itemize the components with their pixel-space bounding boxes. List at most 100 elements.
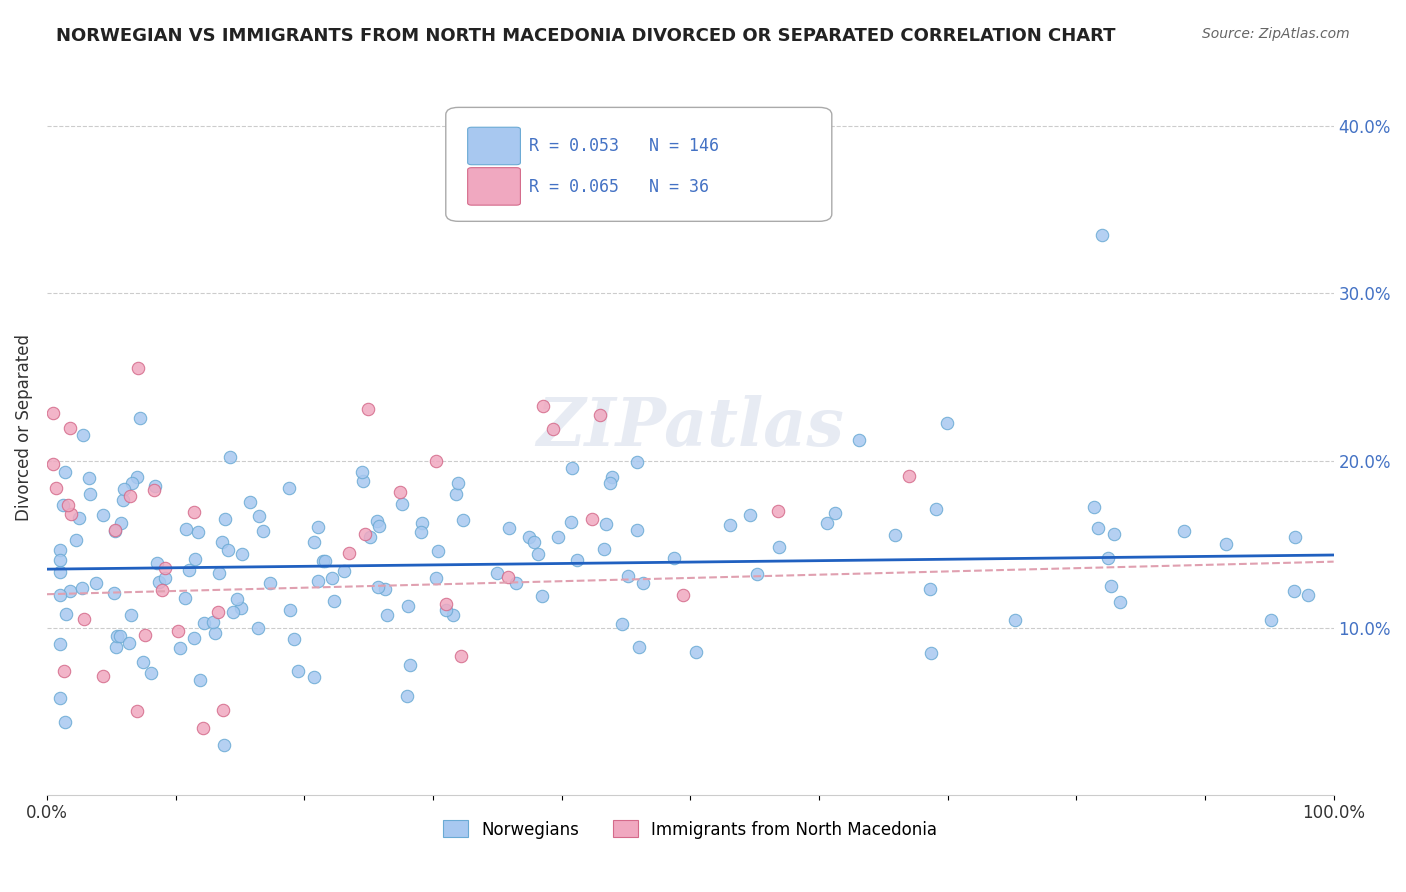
Text: R = 0.053   N = 146: R = 0.053 N = 146 bbox=[530, 137, 720, 155]
Norwegians bbox=[314, 554, 336, 568]
Immigrants from North Macedonia bbox=[183, 505, 205, 519]
Norwegians bbox=[187, 524, 209, 539]
Norwegians bbox=[49, 691, 72, 706]
Norwegians bbox=[231, 547, 253, 561]
Immigrants from North Macedonia bbox=[125, 704, 148, 718]
Norwegians bbox=[204, 625, 226, 640]
Norwegians bbox=[111, 492, 134, 507]
Norwegians bbox=[626, 455, 648, 469]
Immigrants from North Macedonia bbox=[353, 527, 375, 541]
Norwegians bbox=[221, 605, 243, 619]
Norwegians bbox=[307, 574, 329, 588]
Immigrants from North Macedonia bbox=[541, 422, 564, 436]
Norwegians bbox=[1284, 530, 1306, 544]
Norwegians bbox=[595, 516, 617, 531]
Norwegians bbox=[184, 551, 207, 566]
Norwegians bbox=[434, 603, 457, 617]
Norwegians bbox=[531, 589, 554, 603]
Norwegians bbox=[179, 563, 201, 577]
Immigrants from North Macedonia bbox=[589, 409, 612, 423]
Immigrants from North Macedonia bbox=[72, 612, 94, 626]
Immigrants from North Macedonia bbox=[91, 668, 114, 682]
Norwegians bbox=[67, 511, 90, 525]
Norwegians bbox=[617, 569, 640, 583]
Norwegians bbox=[561, 461, 583, 475]
Norwegians bbox=[527, 547, 550, 561]
Text: ZIPatlas: ZIPatlas bbox=[536, 394, 844, 459]
Immigrants from North Macedonia bbox=[45, 481, 67, 495]
Norwegians bbox=[121, 476, 143, 491]
Immigrants from North Macedonia bbox=[56, 498, 79, 512]
Norwegians bbox=[49, 552, 72, 566]
Immigrants from North Macedonia bbox=[104, 523, 127, 537]
Norwegians bbox=[302, 535, 325, 549]
Norwegians bbox=[214, 512, 236, 526]
Norwegians bbox=[505, 576, 527, 591]
Norwegians bbox=[593, 542, 616, 557]
Norwegians bbox=[49, 588, 72, 602]
Norwegians bbox=[49, 543, 72, 558]
Norwegians bbox=[193, 616, 215, 631]
Norwegians bbox=[208, 566, 231, 581]
Norwegians bbox=[112, 482, 135, 496]
Norwegians bbox=[918, 582, 941, 596]
Immigrants from North Macedonia bbox=[434, 597, 457, 611]
Norwegians bbox=[377, 607, 399, 622]
Norwegians bbox=[217, 542, 239, 557]
Norwegians bbox=[768, 541, 790, 555]
Norwegians bbox=[127, 470, 149, 484]
Norwegians bbox=[277, 481, 299, 495]
Immigrants from North Macedonia bbox=[134, 628, 156, 642]
Immigrants from North Macedonia bbox=[389, 485, 412, 500]
Norwegians bbox=[53, 714, 76, 729]
Norwegians bbox=[352, 474, 374, 488]
Norwegians bbox=[129, 411, 152, 425]
Norwegians bbox=[79, 487, 101, 501]
Norwegians bbox=[239, 494, 262, 508]
Norwegians bbox=[333, 565, 356, 579]
FancyBboxPatch shape bbox=[468, 168, 520, 205]
Norwegians bbox=[153, 571, 176, 585]
Norwegians bbox=[169, 640, 191, 655]
Norwegians bbox=[148, 575, 170, 590]
Immigrants from North Macedonia bbox=[42, 457, 65, 471]
Immigrants from North Macedonia bbox=[766, 504, 789, 518]
Norwegians bbox=[307, 519, 329, 533]
Norwegians bbox=[815, 516, 838, 531]
Norwegians bbox=[141, 665, 163, 680]
Norwegians bbox=[1282, 584, 1305, 599]
Immigrants from North Macedonia bbox=[450, 648, 472, 663]
Norwegians bbox=[485, 566, 508, 581]
Norwegians bbox=[446, 475, 468, 490]
Immigrants from North Macedonia bbox=[143, 483, 166, 497]
Norwegians bbox=[312, 554, 335, 568]
Immigrants from North Macedonia bbox=[127, 360, 149, 375]
Norwegians bbox=[183, 631, 205, 645]
Norwegians bbox=[188, 673, 211, 687]
Norwegians bbox=[322, 594, 344, 608]
Norwegians bbox=[321, 571, 343, 585]
Norwegians bbox=[104, 524, 127, 538]
Norwegians bbox=[565, 553, 588, 567]
Norwegians bbox=[55, 607, 77, 621]
Immigrants from North Macedonia bbox=[207, 605, 229, 619]
Immigrants from North Macedonia bbox=[193, 721, 215, 735]
Norwegians bbox=[229, 600, 252, 615]
Norwegians bbox=[225, 592, 247, 607]
Norwegians bbox=[145, 556, 167, 570]
Norwegians bbox=[174, 591, 197, 605]
Norwegians bbox=[1108, 595, 1130, 609]
Norwegians bbox=[599, 476, 621, 491]
Immigrants from North Macedonia bbox=[60, 507, 83, 521]
Norwegians bbox=[52, 498, 75, 512]
Norwegians bbox=[848, 433, 870, 447]
Norwegians bbox=[212, 738, 235, 752]
Norwegians bbox=[441, 608, 464, 623]
Norwegians bbox=[920, 646, 942, 660]
Norwegians bbox=[49, 637, 72, 651]
Norwegians bbox=[104, 640, 127, 655]
Norwegians bbox=[120, 607, 142, 622]
Norwegians bbox=[132, 655, 155, 669]
Norwegians bbox=[202, 615, 225, 629]
Norwegians bbox=[1097, 550, 1119, 565]
